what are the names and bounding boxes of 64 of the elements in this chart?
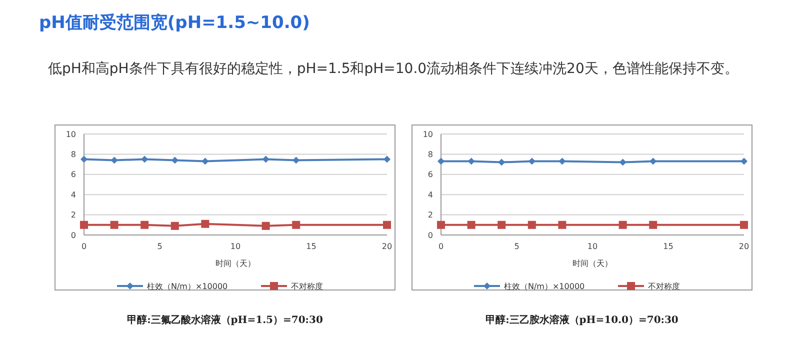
point: [262, 222, 270, 230]
point: [618, 220, 627, 229]
y-tick-label: 0: [428, 230, 433, 240]
text: 低pH和高pH条件下具有很好的稳定性，pH=1.5和pH=10.0流动相条件下连续冲洗20天，色谱性能保持不变。: [47, 60, 740, 79]
point: [170, 222, 179, 230]
x-tick-label: 10: [230, 242, 241, 251]
legend-label: 柱效（N/m）×10000: [147, 282, 228, 291]
y-tick-label: 4: [70, 190, 76, 200]
x-tick-label: 5: [157, 242, 162, 251]
point: [384, 156, 390, 163]
x-tick-label: 5: [514, 242, 520, 251]
point: [468, 158, 475, 165]
text: 甲醇:三氟乙酸水溶液（pH=1.5）=70:30: [127, 314, 323, 326]
point: [140, 220, 149, 229]
x-tick-label: 20: [738, 242, 750, 251]
y-tick-label: 2: [70, 210, 76, 220]
point: [498, 158, 506, 166]
x-tick-label: 20: [382, 242, 392, 251]
point: [528, 158, 536, 165]
x-tick-label: 10: [587, 242, 598, 251]
legend-label: 不对称度: [648, 282, 680, 291]
point: [649, 220, 658, 229]
point: [619, 158, 626, 166]
point: [201, 220, 210, 228]
point: [498, 220, 506, 229]
x-axis-title: 时间（天）: [216, 259, 256, 268]
point: [171, 156, 178, 164]
y-tick-label: 10: [422, 130, 433, 139]
x-tick-label: 15: [306, 242, 316, 251]
y-tick-label: 8: [428, 150, 433, 159]
point: [740, 158, 748, 165]
point: [650, 158, 657, 165]
y-tick-label: 0: [70, 230, 76, 240]
point: [202, 158, 209, 165]
point: [80, 220, 88, 229]
y-tick-label: 4: [428, 190, 433, 200]
text: 甲醇:三乙胺水溶液（pH=10.0）=70:30: [486, 314, 678, 326]
x-axis-title: 时间（天）: [572, 259, 612, 268]
point: [467, 220, 476, 229]
point: [292, 156, 300, 164]
y-tick-label: 6: [70, 170, 76, 180]
point: [383, 220, 391, 229]
y-tick-label: 10: [66, 130, 76, 139]
point: [558, 220, 566, 229]
point: [110, 220, 118, 229]
point: [110, 156, 118, 164]
text: pH值耐受范围宽(pH=1.5~10.0): [39, 13, 310, 33]
x-tick-label: 0: [438, 242, 444, 251]
point: [80, 156, 88, 163]
point: [438, 158, 444, 165]
point: [262, 156, 270, 163]
point: [292, 220, 300, 229]
y-tick-label: 8: [70, 150, 76, 159]
y-tick-label: 2: [428, 210, 433, 220]
point: [740, 220, 748, 229]
y-tick-label: 6: [428, 170, 433, 180]
x-tick-label: 15: [663, 242, 674, 251]
point: [558, 158, 566, 165]
legend-label: 柱效（N/m）×10000: [504, 282, 585, 291]
point: [437, 220, 445, 229]
point: [528, 220, 536, 229]
x-tick-label: 0: [81, 242, 87, 251]
point: [141, 156, 148, 163]
legend-label: 不对称度: [291, 282, 323, 291]
